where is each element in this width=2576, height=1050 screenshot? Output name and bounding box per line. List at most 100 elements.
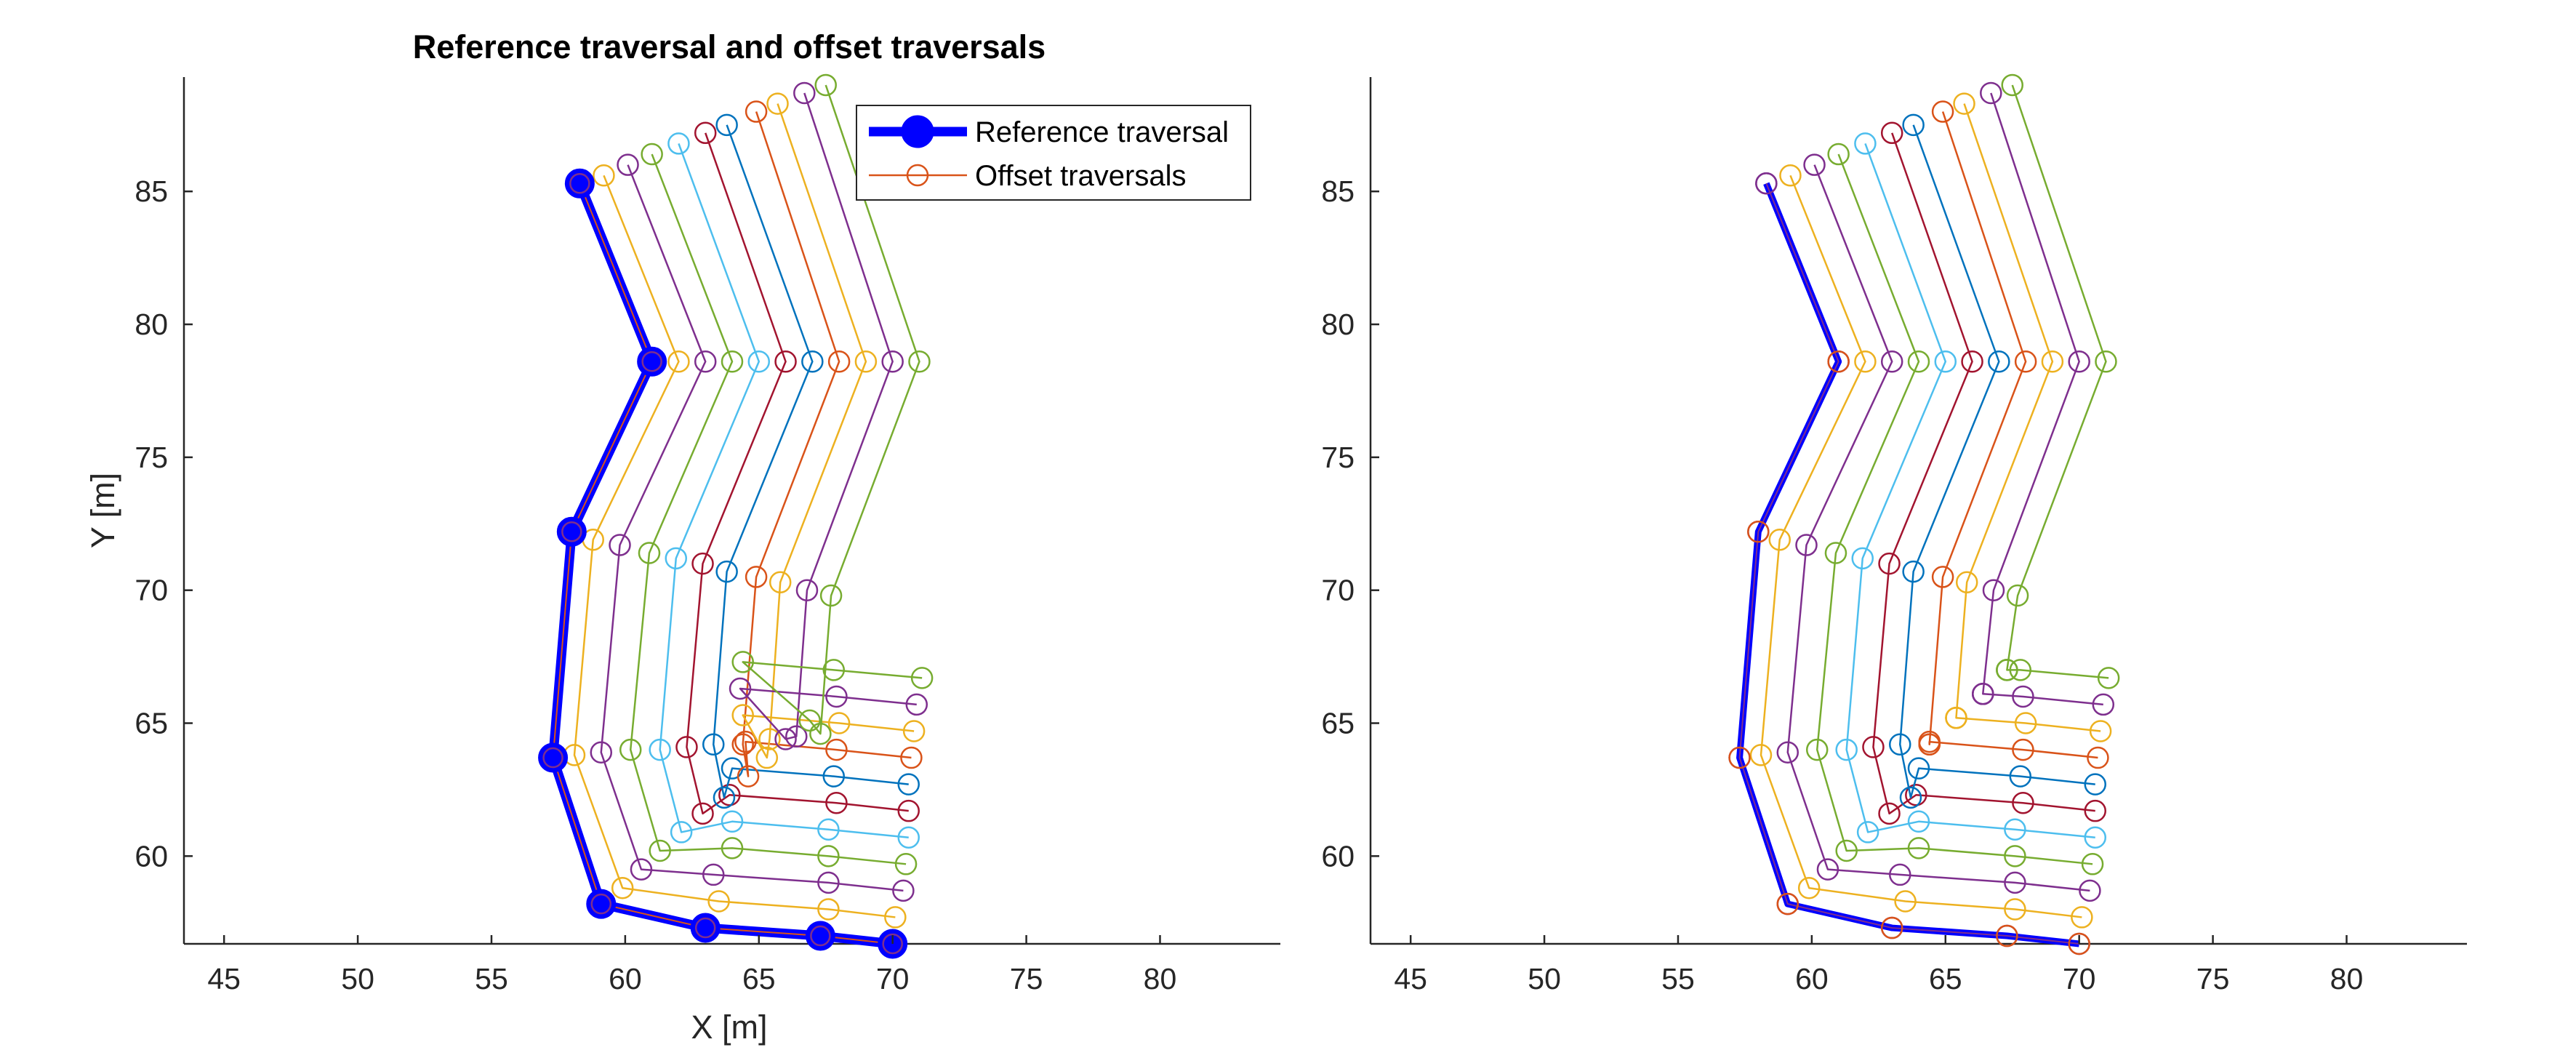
y-axis-title: Y [m] [84,473,121,548]
right-offset-traversal-point [2084,799,2107,822]
left-offset-traversal-point [881,350,904,373]
right-reference-traversal-point [1747,521,1770,543]
left-offset-traversal-line [742,84,923,735]
left-offset-traversal-point [745,100,768,123]
left-y-tick-label: 65 [135,707,168,740]
left-offset-traversal-point [766,92,789,115]
left-offset-traversal-point [825,685,848,708]
left-offset-traversal-point [665,547,688,570]
right-offset-traversal-point [2079,879,2101,902]
right-offset-traversal-point [1907,837,1930,859]
right-x-tick-label: 75 [2196,962,2230,995]
left-offset-traversal-point [900,746,923,769]
right-offset-traversal-point [1907,350,1930,373]
right-reference-traversal-point [1728,746,1751,769]
right-offset-traversal-line [1815,153,2093,865]
left-offset-traversal-point [718,783,741,806]
left-x-tick-label: 75 [1010,962,1043,995]
right-offset-traversal-point [2095,350,2117,373]
right-offset-traversal-point [1749,744,1773,766]
right-ticks: 45 50 55 60 65 70 75 80 60 65 70 75 80 85 [1321,175,2363,995]
right-offset-traversal-point [1854,132,1877,155]
left-offset-traversal-point [670,821,693,843]
right-offset-traversal-point [1835,839,1858,862]
left-reference-inner-marker [590,893,612,915]
left-x-tick-label: 70 [876,962,910,995]
left-offset-traversal-point [745,566,768,588]
right-offset-traversal-point [2001,73,2023,97]
left-offset-traversal-point [715,113,738,137]
right-offset-traversal-point [1955,571,1978,593]
left-offset-traversal-point [795,579,819,601]
right-x-tick-label: 65 [1929,962,1962,995]
left-offset-traversal-point [827,350,851,373]
x-axis-title: X [m] [691,1009,767,1046]
left-offset-traversal-point [721,837,744,859]
left-offset-traversal-point [731,704,754,726]
left-offset-traversal-point [593,164,615,187]
left-offset-traversal-point [908,350,931,373]
left-y-tick-label: 70 [135,574,168,607]
right-offset-traversal-point [1953,92,1975,115]
left-offset-traversal-point [902,720,926,742]
right-offset-traversal-line [1982,92,2103,706]
left-offset-traversal-point [691,802,714,825]
left-plot-area [538,73,934,959]
left-reference-inner-marker [882,933,903,955]
left-offset-traversal-point [884,906,907,929]
right-offset-traversal-point [1803,153,1826,176]
right-offset-traversal-point [1889,863,1911,886]
left-offset-traversal-point [619,738,642,761]
left-offset-traversal-point [715,560,738,583]
left-y-tick-label: 60 [135,839,168,873]
left-offset-traversal-point [734,730,757,753]
right-offset-traversal-point [2004,898,2026,921]
right-offset-traversal-point [1934,350,1957,373]
left-reference-inner-marker [561,521,582,542]
right-y-tick-label: 70 [1321,574,1355,607]
left-offset-traversal-point [822,765,846,788]
left-offset-traversal-point [897,773,920,795]
right-reference-traversal-line [1736,182,2080,947]
right-reference-traversal-point [1827,350,1850,373]
left-offset-traversal-line [659,143,909,838]
right-offset-traversal-point [1894,890,1917,913]
left-offset-traversal-line [742,111,912,777]
right-offset-traversal-point [2014,712,2037,734]
left-offset-traversal-line [573,175,896,918]
right-offset-traversal-point [2009,659,2032,681]
right-offset-traversal-point [2071,906,2093,929]
left-offset-traversal-line [629,153,907,865]
right-offset-traversal-point [1805,738,1829,761]
right-x-tick-label: 60 [1795,962,1829,995]
right-offset-traversal-point [1931,566,1954,588]
right-offset-traversal-line [1845,143,2095,838]
right-offset-traversal-point [1878,552,1901,575]
right-offset-traversal-point [1795,534,1818,556]
left-offset-traversal-point [910,667,934,689]
left-offset-traversal-point [755,746,779,769]
left-offset-traversal-point [707,890,730,913]
left-x-tick-label: 55 [475,962,508,995]
legend-offset-label: Offset traversals [975,160,1186,192]
left-x-tick-label: 45 [207,962,241,995]
left-offset-traversal-point [691,552,714,575]
right-offset-traversal-point [2097,667,2120,689]
left-offset-traversal-point [667,132,690,155]
left-offset-traversal-point [590,741,613,764]
right-offset-traversal-point [1902,560,1925,583]
right-offset-traversal-line [1872,132,2095,815]
left-offset-traversal-point [731,651,754,673]
left-offset-traversal-point [801,350,824,373]
left-x-tick-label: 80 [1144,962,1177,995]
right-offset-traversal-point [2009,765,2032,788]
right-offset-traversal-point [1851,547,1874,570]
left-offset-traversal-point [713,786,736,809]
right-offset-traversal-point [1945,706,1967,729]
left-offset-traversal-line [686,132,909,815]
right-offset-traversal-point [1816,858,1839,881]
right-y-tick-label: 80 [1321,308,1355,341]
right-offset-traversal-point [2004,871,2026,894]
left-offset-traversal-point [667,350,690,373]
left-offset-traversal-line [713,124,909,799]
